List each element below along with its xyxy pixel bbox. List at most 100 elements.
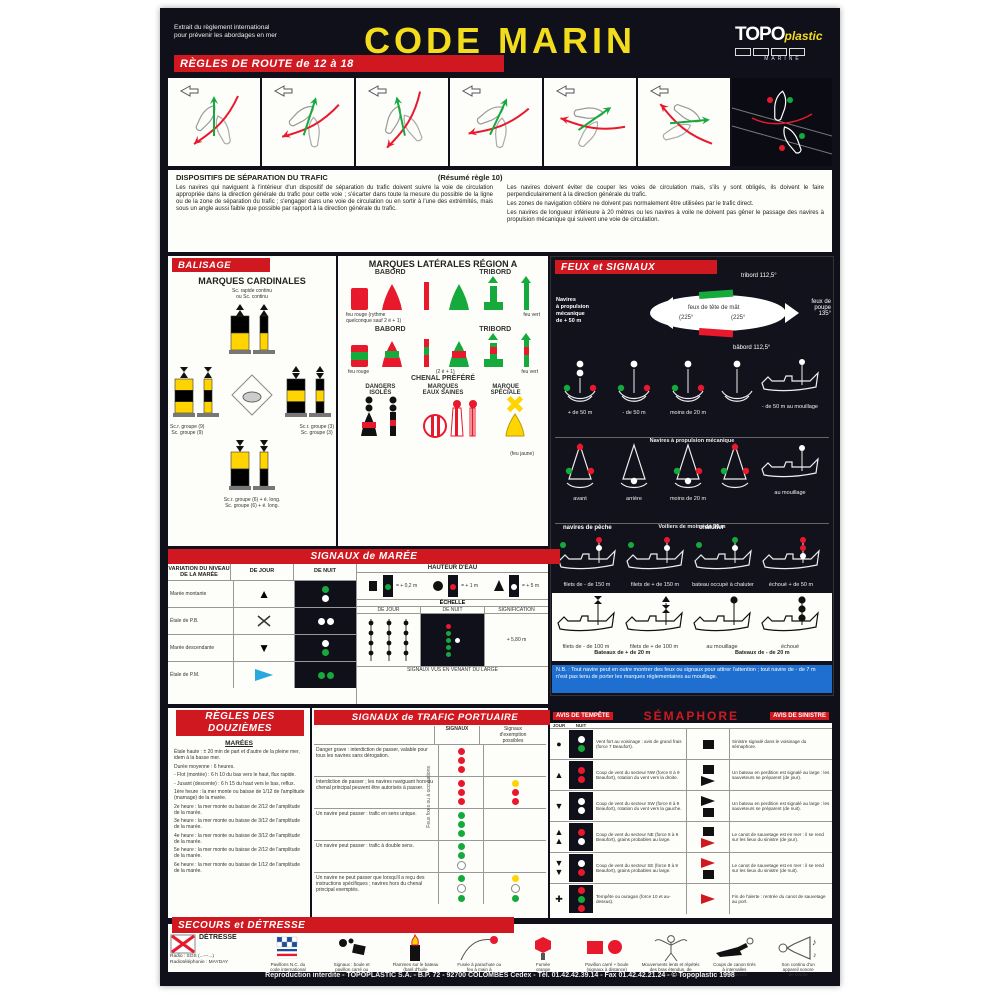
balisage-panel: BALISAGE MARQUES CARDINALES Sc. rapide c…: [168, 256, 336, 546]
semaphore-flags: [686, 791, 729, 821]
laterales-title: MARQUES LATÉRALES RÉGION A: [368, 259, 518, 269]
route-diagram-night: [731, 78, 833, 166]
nuit-col-label: NUIT: [575, 723, 587, 728]
sinistre-text: Un bateau en perdition est signalé au la…: [729, 791, 832, 821]
w-light: [456, 884, 466, 893]
maree-day-signal: ▲: [232, 581, 295, 607]
douziemes-line: 1ère heure : la mer monte ou baisse de 1…: [174, 789, 305, 801]
north-cardinal-pair: [168, 302, 336, 361]
maree-banner: SIGNAUX de MARÉE: [168, 549, 560, 564]
ech-col-jour: DE JOUR: [377, 607, 400, 613]
feux-intro: Navires à propulsion mécanique de + 50 m: [556, 297, 589, 324]
chenal-prefere-label: CHENAL PRÉFÉRÉ: [410, 375, 476, 382]
rpen-flag: [701, 837, 715, 848]
hauteur-value: = + 1 m: [461, 583, 479, 589]
feux-nb-note: N.B. : Tout navire peut en outre montrer…: [552, 665, 832, 693]
w-light: [577, 860, 585, 867]
sinistre-text: Sinistre signalé dans le voisinage du sé…: [729, 729, 832, 759]
hauteur-item: = + 0,2 m: [366, 575, 417, 597]
light-config: moins de 20 m: [661, 355, 715, 416]
light-config: avant: [553, 441, 607, 502]
trafic-row: Un navire peut passer : trafic à double …: [314, 840, 546, 872]
r-light: [577, 904, 585, 912]
balisage-banner: BALISAGE: [172, 258, 270, 272]
maree-day-signal: [232, 608, 295, 634]
secours-item: Pavillons N.C. du code international: [256, 934, 320, 972]
r-light: [457, 789, 465, 796]
secours-item: Pavillon carré + boule (signaux à distanc…: [575, 934, 639, 972]
dangers-isoles-icon: [360, 396, 396, 436]
semaphore-night-lights: [569, 792, 593, 820]
parachute-flare-icon: [460, 936, 499, 961]
echelle-value: + 5,80 m: [506, 637, 527, 643]
maree-row: Étale de P.B.: [168, 607, 357, 634]
feux-top-diagram: feux de tête de mât (225° (225° tribord …: [613, 273, 831, 353]
rpen-flag: [701, 857, 715, 868]
w-light: [577, 838, 585, 845]
w-light: [454, 637, 460, 643]
douziemes-line: 6e heure : la mer monte ou baisse de 1/1…: [174, 861, 301, 874]
waving-person-icon: [654, 935, 687, 962]
cardinales-note: Sc. rapide continu ou Sc. continu: [231, 288, 273, 300]
rpen-flag: [701, 894, 715, 904]
light-config: [715, 355, 755, 416]
g-light: [445, 637, 451, 643]
trafic-exemption: [483, 777, 546, 808]
semaphore-text: Tempête ou ouragan (force 10 et au-dessu…: [596, 893, 671, 904]
y-light: [511, 875, 519, 882]
semaphore-text: Coup de vent du secteur SE (force 8 à 9 …: [596, 862, 678, 873]
light-config: + de 50 m: [553, 355, 607, 416]
r-light: [457, 780, 465, 787]
semaphore-flags: [686, 822, 729, 852]
maree-left-table: VARIATION DU NIVEAU DE LA MARÉE DE JOUR …: [168, 564, 357, 704]
var-header: VARIATION DU NIVEAU DE LA MARÉE: [168, 566, 230, 578]
w-light: [577, 736, 585, 743]
trafic-exemption: [483, 745, 546, 776]
dispositifs-paragraph: Les navires doivent éviter de couper les…: [507, 185, 824, 198]
tribord2-label: TRIBORD: [479, 326, 512, 333]
g-light: [317, 671, 325, 679]
echelle-night-panel: [420, 614, 484, 666]
g-light: [457, 830, 465, 837]
douziemes-head: MARÉES: [225, 740, 253, 747]
hauteur-header: HAUTEUR D'EAU: [427, 565, 478, 571]
route-rules-diagrams: [168, 78, 833, 166]
trafic-exemption: [483, 873, 546, 904]
semaphore-day-shape: ▼ ▼: [554, 858, 564, 877]
ksq-flag: [702, 826, 714, 836]
babord2-label: BABORD: [374, 326, 406, 333]
rythme-note: (2 é + 1): [435, 369, 455, 375]
douziemes-line: 5e heure : la mer monte ou baisse de 2/1…: [174, 847, 301, 859]
flags-nc-icon: [276, 936, 298, 959]
douziemes-line: 2e heure : la mer monte ou baisse de 2/1…: [174, 803, 301, 816]
sinistre-text: Fin de l'alerte : rentrée du canot de sa…: [729, 884, 832, 914]
g-light: [457, 821, 465, 828]
trafic-table: SIGNAUX Signaux d'exemption possibles Dang…: [314, 726, 546, 916]
ech-col-signif: SIGNIFICATION: [484, 607, 548, 613]
east-label: Sc.r. groupe (3) Sc. groupe (3): [299, 424, 334, 436]
r-light: [577, 869, 585, 876]
x-flag-icon: [170, 934, 196, 954]
chalutier-label: chalutier: [699, 525, 725, 531]
ksq-flag: [702, 807, 714, 817]
light-config: au mouillage: [688, 595, 756, 650]
semaphore-flags: [686, 853, 729, 883]
poupe-label: feux de poupe 135°: [811, 299, 831, 317]
route-diagram-1: [168, 78, 260, 166]
secours-item: Flammes sur le bateau (baril d'huile enfla…: [384, 933, 448, 977]
semaphore-row: ▲ Coup de vent du secteur NW (force 8 à …: [550, 759, 832, 790]
eaux-saines-icon: [423, 400, 477, 438]
semaphore-day-shape: ✚: [555, 893, 563, 904]
avis-tempete-label: AVIS DE TEMPÊTE: [553, 711, 613, 720]
jour-col-label: JOUR: [552, 723, 566, 728]
header-tagline: Extrait du règlement international pour …: [174, 24, 344, 40]
trafic-row-text: Un navire ne peut passer que lorsqu'il a…: [316, 875, 425, 893]
r-light: [457, 748, 465, 755]
light-config: filets de - de 100 m: [552, 595, 620, 650]
maree-row: Marée descendante ▼: [168, 634, 357, 661]
g-light: [457, 852, 465, 859]
echelle-day-gauges: [357, 614, 420, 666]
tribord-label: TRIBORD: [479, 269, 512, 276]
maree-panel: VARIATION DU NIVEAU DE LA MARÉE DE JOUR …: [168, 564, 548, 704]
